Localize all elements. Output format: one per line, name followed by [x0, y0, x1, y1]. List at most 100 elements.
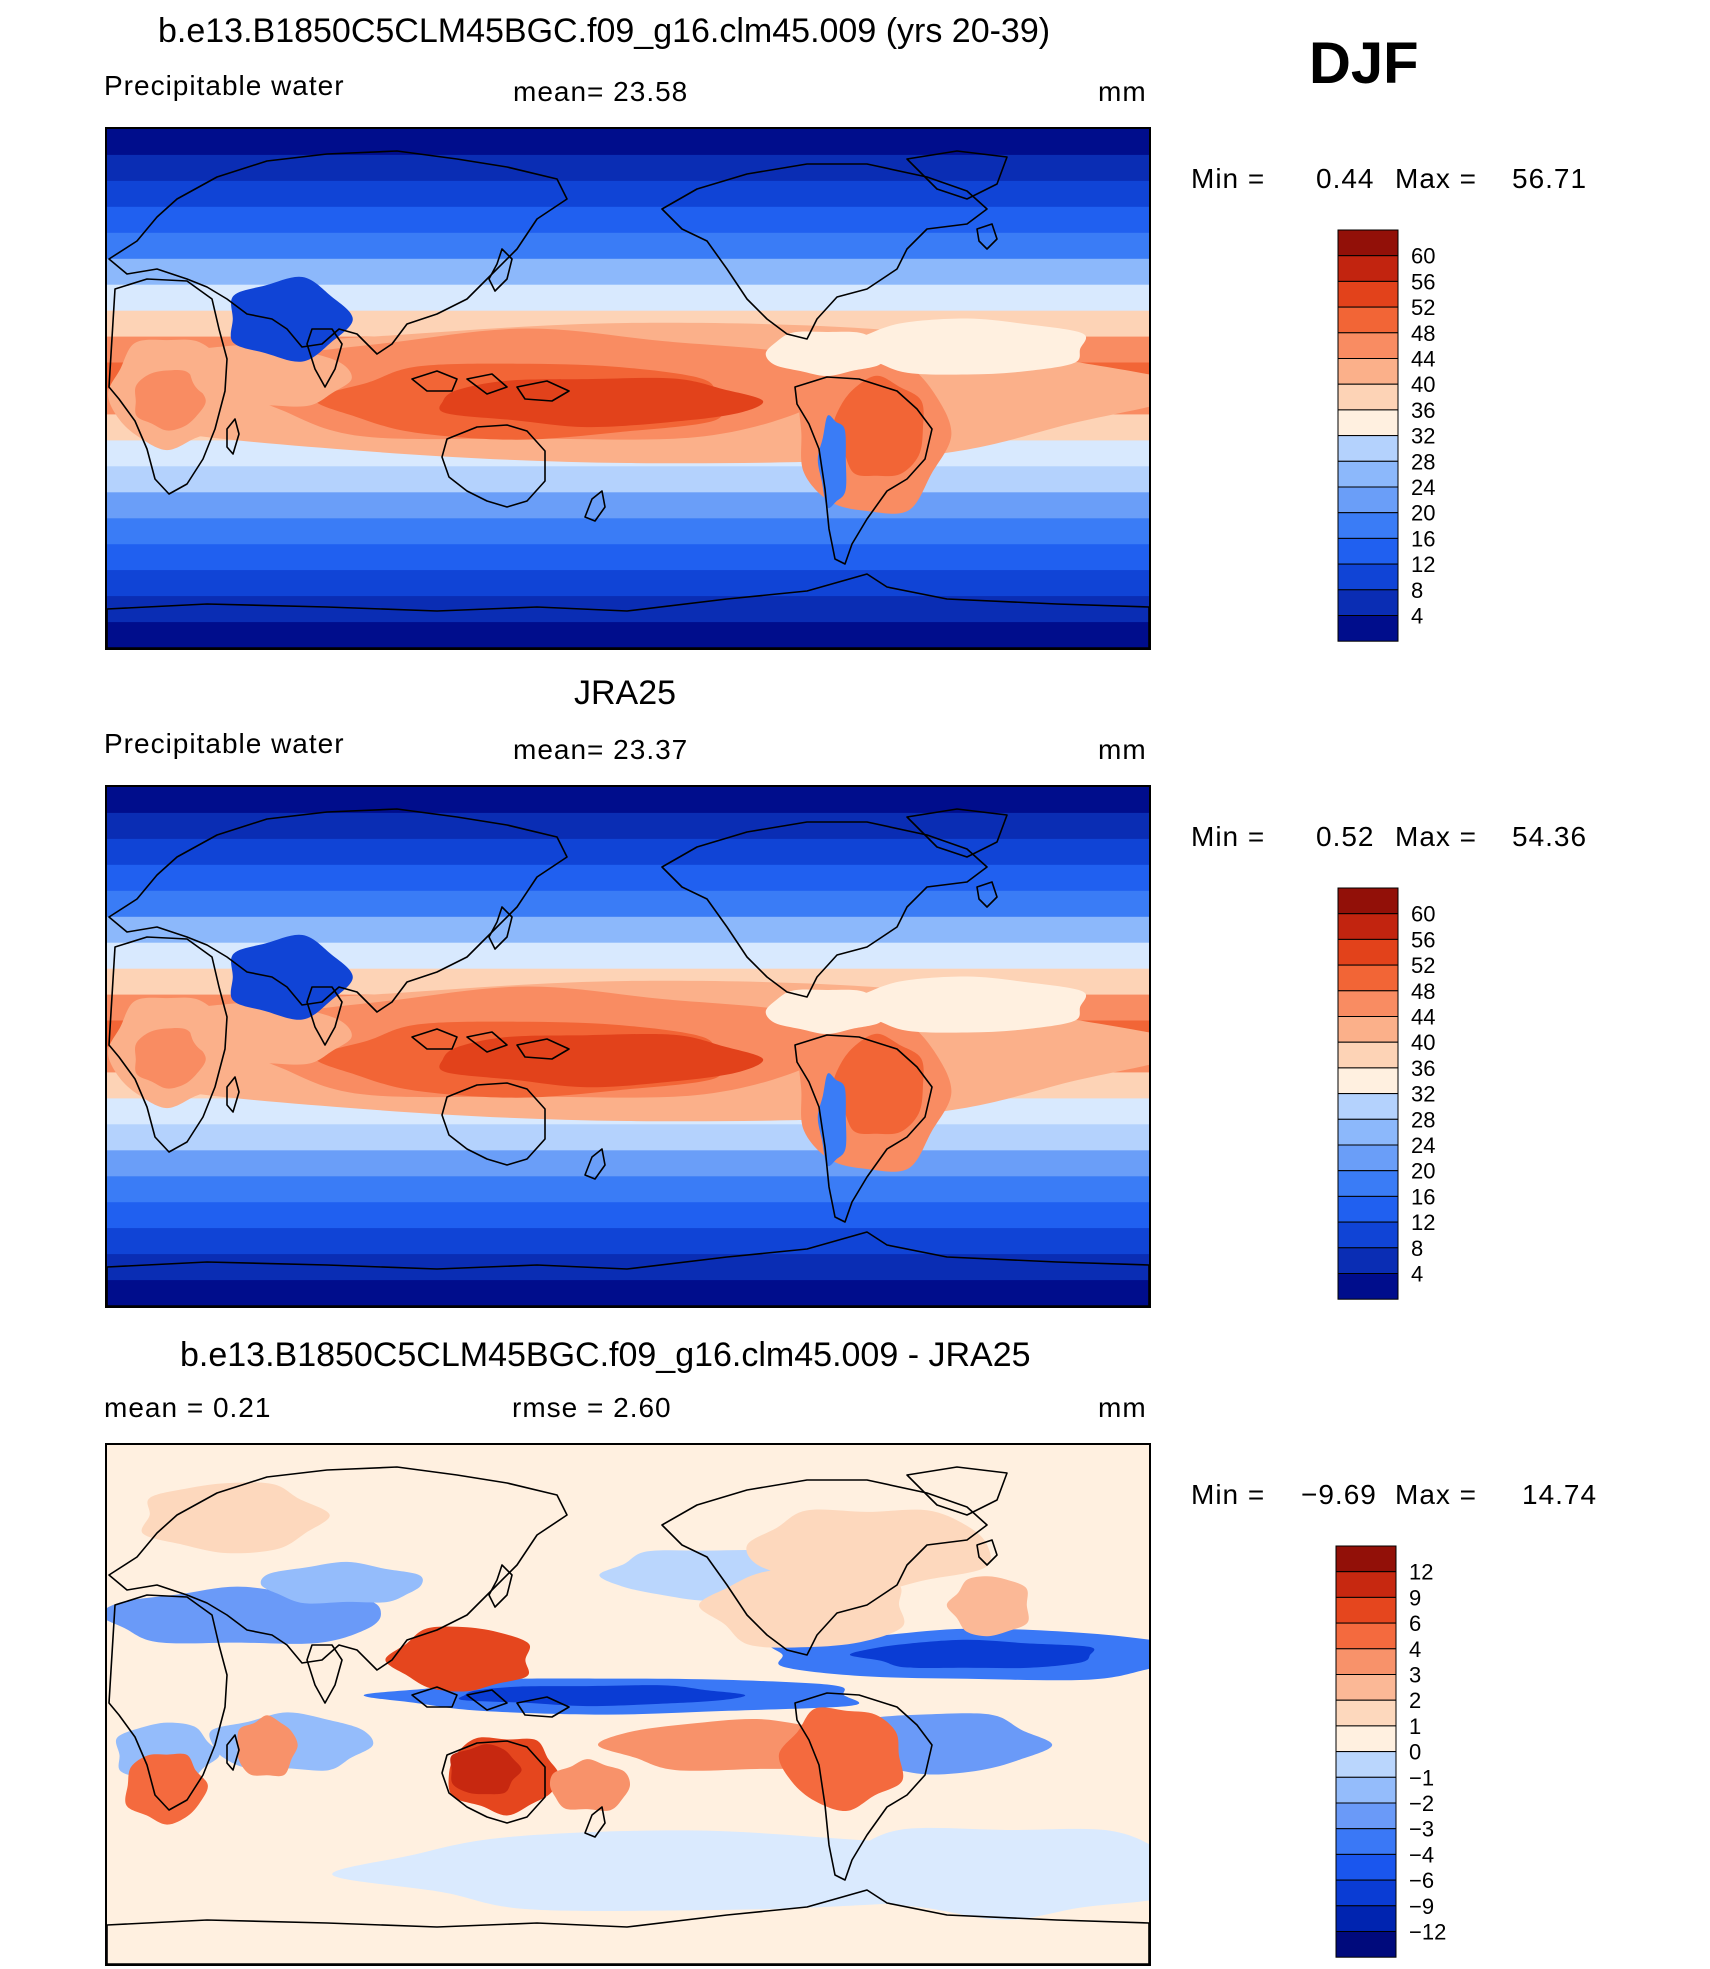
- colorbar-tick-label: 60: [1411, 244, 1435, 269]
- colorbar-box: [1337, 435, 1399, 462]
- colorbar-box: [1337, 537, 1399, 565]
- colorbar-box: [1337, 964, 1399, 992]
- field-contour: [832, 375, 924, 477]
- field-band: [107, 129, 1149, 156]
- colorbar-tick-label: 48: [1411, 321, 1435, 346]
- field-contour: [260, 1561, 423, 1604]
- field-contour: [230, 934, 353, 1020]
- colorbar-box: [1335, 1905, 1397, 1932]
- colorbar-tick-label: −3: [1409, 1817, 1434, 1842]
- colorbar-box: [1335, 1751, 1397, 1778]
- colorbar-box: [1337, 1195, 1399, 1223]
- field-band: [107, 518, 1149, 546]
- colorbar-box: [1337, 589, 1399, 616]
- colorbar-box: [1335, 1699, 1397, 1727]
- coastline-5: [411, 1028, 458, 1050]
- colorbar-tick-label: −2: [1409, 1791, 1434, 1816]
- colorbar-box: [1337, 383, 1399, 411]
- colorbar-tick-label: −6: [1409, 1868, 1434, 1893]
- colorbar-box: [1337, 332, 1399, 360]
- mean-label: mean= 23.37: [513, 734, 689, 765]
- field-band: [107, 622, 1149, 648]
- colorbar-tick-label: 28: [1411, 1107, 1435, 1132]
- colorbar-box: [1337, 1144, 1399, 1172]
- field-contour: [439, 1033, 764, 1088]
- coastline-2: [108, 150, 568, 355]
- coastline-6: [466, 373, 508, 395]
- field-contour: [822, 1827, 1149, 1921]
- field-contour: [450, 1744, 522, 1795]
- field-contour: [840, 318, 1087, 375]
- max-label: Max =: [1395, 1479, 1478, 1510]
- colorbar-tick-label: 8: [1411, 1236, 1423, 1261]
- field-contour: [849, 1639, 1095, 1669]
- max-label: Max =: [1395, 163, 1478, 194]
- coastline-6: [466, 1689, 508, 1711]
- panel-title: JRA25: [574, 674, 677, 712]
- field-contour: [549, 1759, 631, 1811]
- coastline-11: [906, 150, 1008, 200]
- coastline-11: [906, 1466, 1008, 1516]
- colorbar-tick-label: −12: [1409, 1920, 1446, 1945]
- min-label: Min =: [1191, 163, 1266, 194]
- field-contour: [189, 345, 352, 407]
- field-band: [107, 890, 1149, 918]
- field-contour: [746, 1509, 991, 1592]
- coastline-10: [661, 1479, 988, 1656]
- coastline-5: [411, 370, 458, 392]
- coastline-12: [794, 1034, 933, 1223]
- colorbar-box: [1337, 1273, 1399, 1300]
- colorbar-box: [1337, 615, 1399, 642]
- field-band: [107, 787, 1149, 814]
- colorbar-tick-label: 28: [1411, 449, 1435, 474]
- coastline-8: [441, 424, 546, 508]
- coastline-12: [794, 1692, 933, 1881]
- field-contour: [135, 369, 206, 431]
- field-band: [107, 258, 1149, 286]
- field-band: [107, 1150, 1149, 1178]
- field-contour: [385, 1626, 531, 1692]
- field-band: [107, 1280, 1149, 1306]
- coastline-10: [661, 821, 988, 998]
- field-band: [107, 544, 1149, 572]
- coastline-0: [108, 936, 228, 1153]
- min-value: 0.52: [1316, 821, 1375, 852]
- field-contour: [778, 1707, 904, 1812]
- max-value: 14.74: [1522, 1479, 1598, 1510]
- colorbar-box: [1337, 280, 1399, 308]
- field-contour: [135, 1027, 206, 1089]
- colorbar-box: [1335, 1545, 1397, 1573]
- colorbar-tick-label: 2: [1409, 1688, 1421, 1713]
- colorbar-box: [1337, 229, 1399, 257]
- colorbar-tick-label: 40: [1411, 372, 1435, 397]
- colorbar-box: [1335, 1571, 1397, 1598]
- colorbar-tick-label: 56: [1411, 927, 1435, 952]
- field-band: [107, 1176, 1149, 1204]
- colorbar-tick-label: 9: [1409, 1585, 1421, 1610]
- colorbar-tick-label: 12: [1409, 1560, 1433, 1585]
- colorbar-box: [1335, 1725, 1397, 1753]
- coastline-6: [466, 1031, 508, 1053]
- field-contour: [237, 1715, 298, 1777]
- field-band: [107, 180, 1149, 208]
- colorbar-tick-label: 44: [1411, 1005, 1435, 1030]
- colorbar-box: [1335, 1828, 1397, 1855]
- units-label: mm: [1098, 76, 1147, 107]
- coastline-8: [441, 1740, 546, 1824]
- field-contour: [439, 377, 764, 428]
- colorbar-tick-label: 6: [1409, 1611, 1421, 1636]
- colorbar-tick-label: 60: [1411, 902, 1435, 927]
- field-contour: [189, 1003, 352, 1065]
- colorbar-box: [1337, 1067, 1399, 1095]
- colorbar-box: [1335, 1648, 1397, 1676]
- colorbar-tick-label: 44: [1411, 347, 1435, 372]
- field-band: [107, 596, 1149, 623]
- coastline-2: [108, 1466, 568, 1671]
- colorbar-tick-label: 24: [1411, 1133, 1435, 1158]
- mean-label: mean= 23.58: [513, 76, 689, 107]
- colorbar-tick-label: 36: [1411, 398, 1435, 423]
- colorbar: 60 56 52 48 44 40 36 32 28 24 20 16 12 8 4: [1337, 887, 1487, 1302]
- coastline-13: [107, 573, 1149, 648]
- colorbar-box: [1337, 1016, 1399, 1043]
